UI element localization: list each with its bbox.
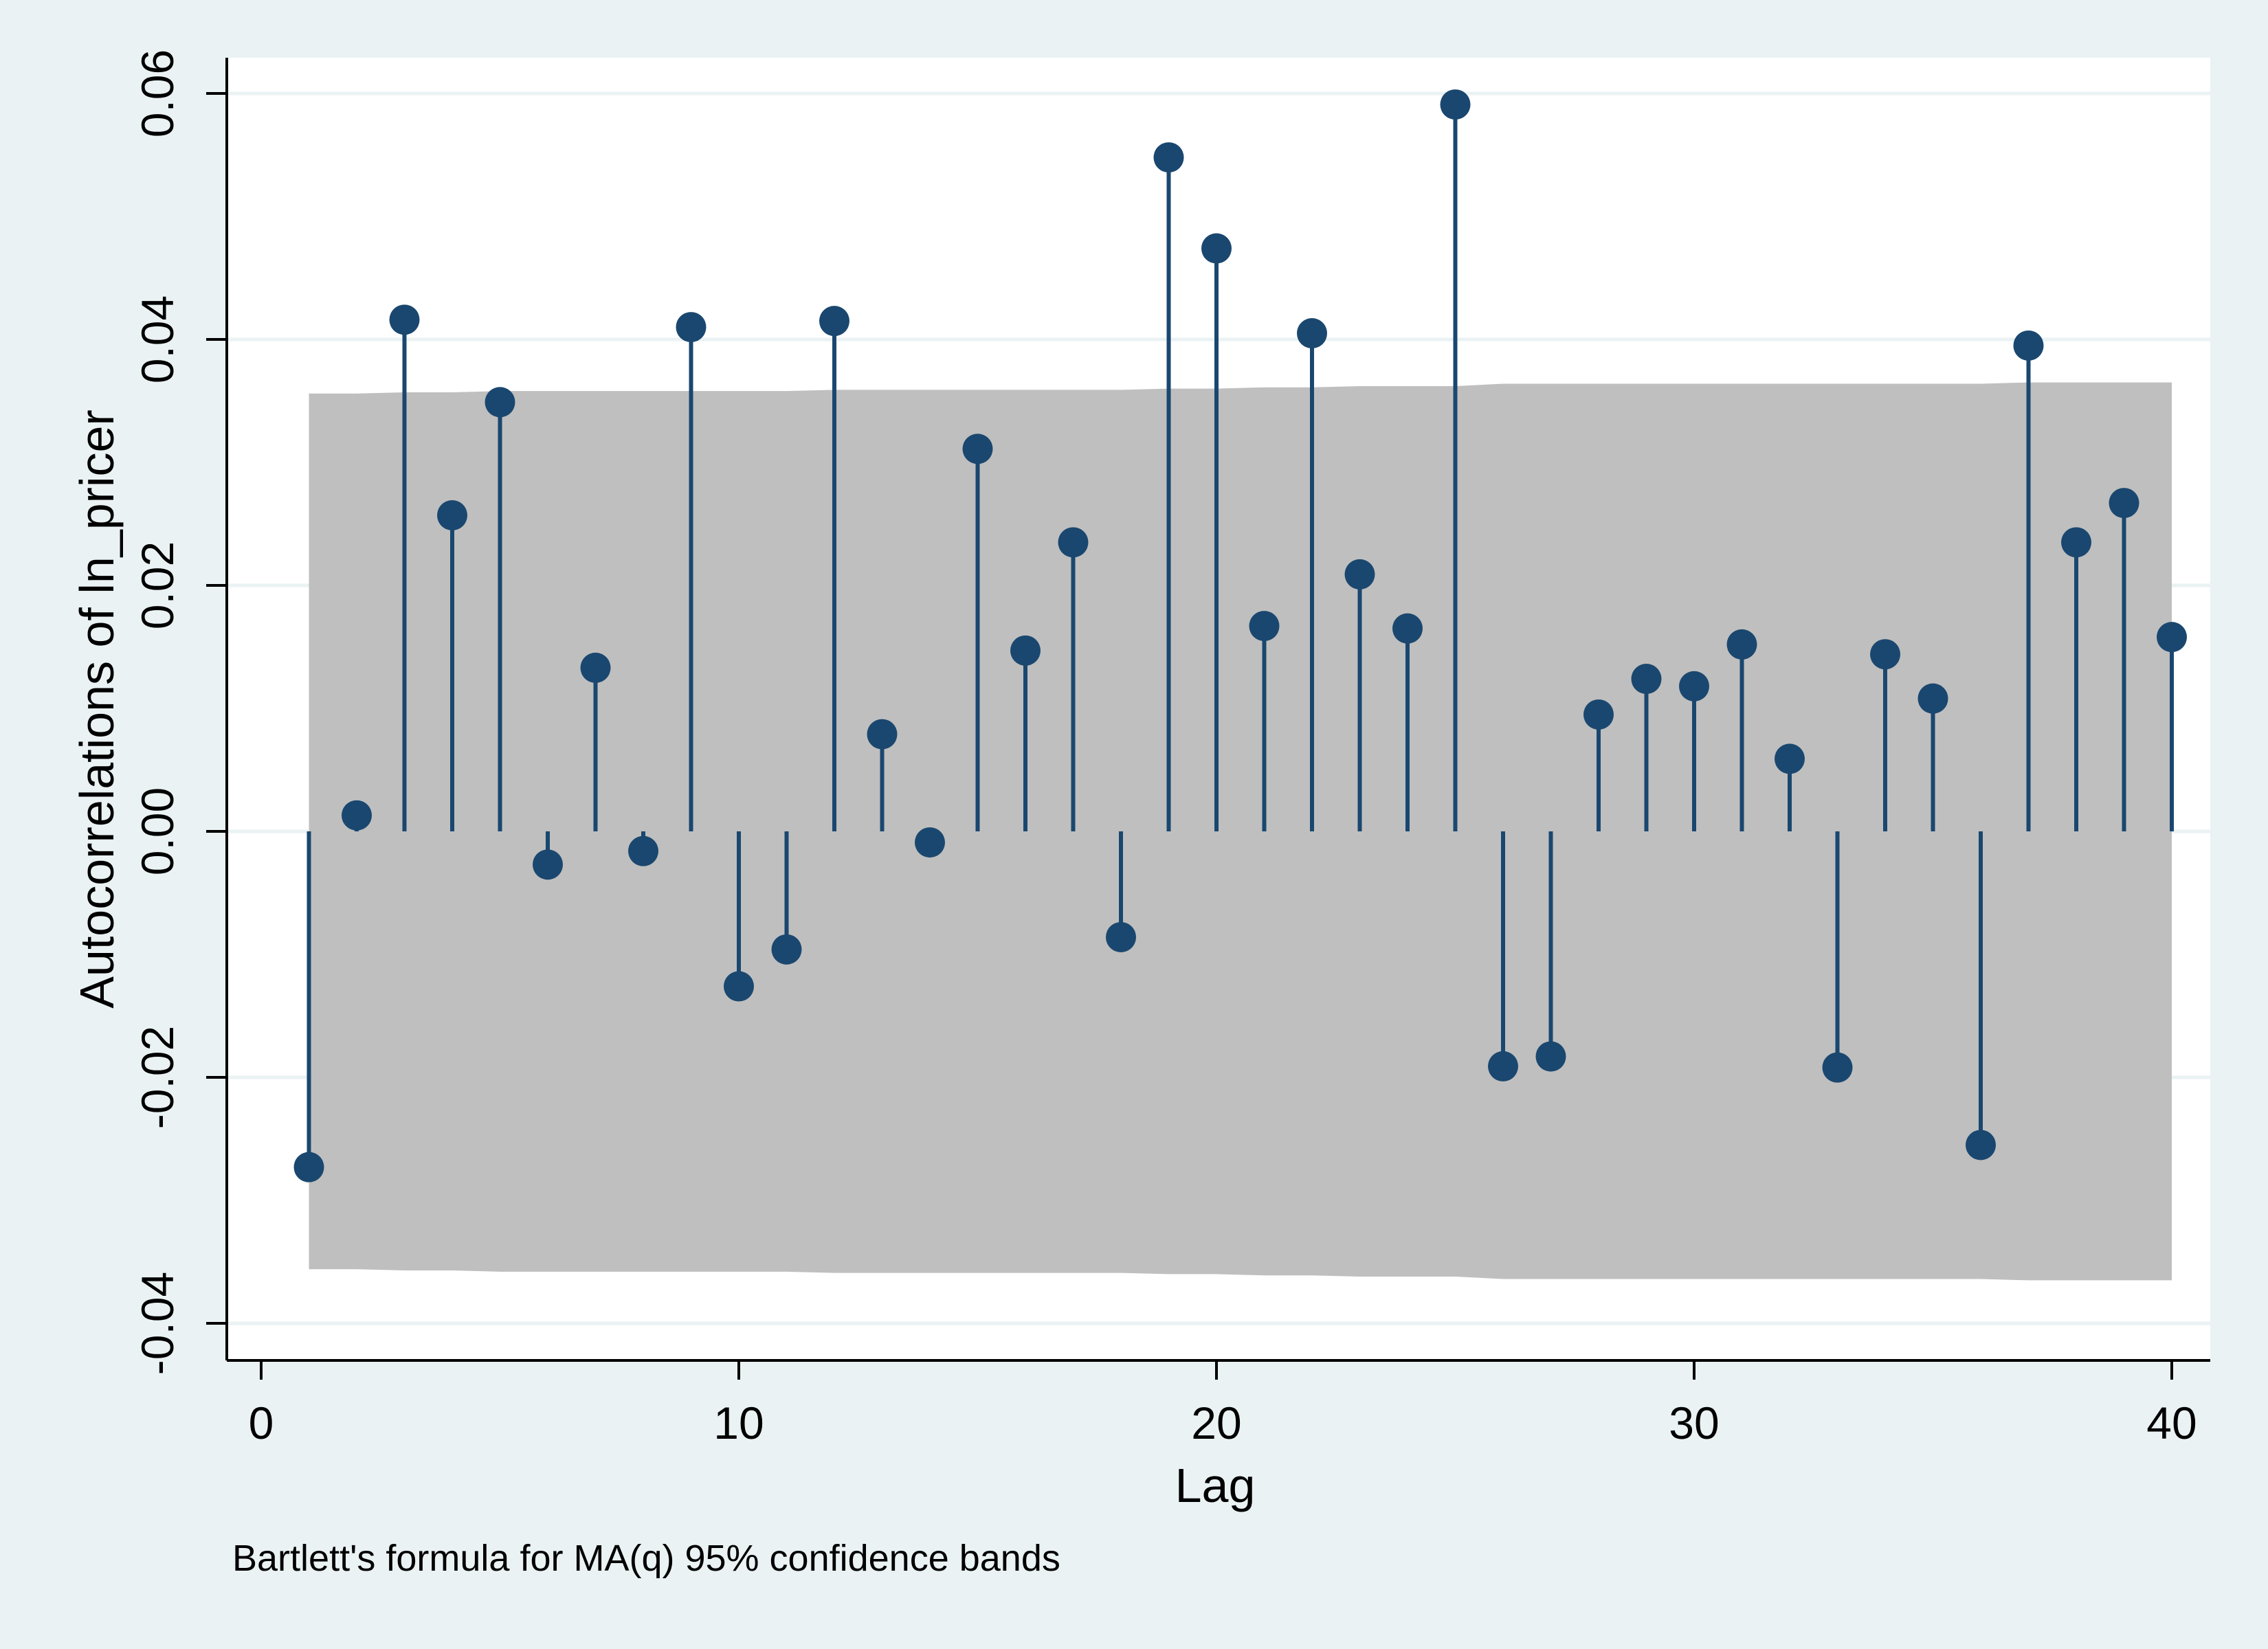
data-point	[1775, 743, 1805, 774]
data-point	[2013, 330, 2044, 361]
x-tick-label: 10	[713, 1398, 764, 1448]
data-point	[1344, 559, 1375, 590]
y-tick-label: 0.00	[132, 787, 183, 875]
data-point	[1631, 664, 1662, 695]
y-axis-title: Autocorrelations of ln_pricer	[70, 410, 124, 1009]
data-point	[1488, 1051, 1518, 1081]
data-point	[1583, 699, 1614, 730]
data-point	[1297, 318, 1327, 349]
confidence-band	[309, 382, 2172, 1281]
y-ticks: -0.04 -0.02 0.00 0.02 0.04 0.06	[132, 49, 227, 1375]
x-tick-label: 40	[2146, 1398, 2197, 1448]
x-tick-label: 20	[1191, 1398, 1241, 1448]
data-point	[1201, 233, 1232, 264]
data-point	[1535, 1041, 1566, 1072]
data-point	[1726, 629, 1757, 660]
chart-note: Bartlett's formula for MA(q) 95% confide…	[232, 1538, 1060, 1579]
stems	[307, 104, 2174, 1167]
y-tick-label: -0.02	[132, 1026, 183, 1129]
data-point	[867, 719, 898, 750]
data-point	[1153, 142, 1184, 173]
y-tick-label: 0.06	[132, 49, 183, 137]
data-point	[1392, 613, 1423, 644]
x-tick-label: 0	[249, 1398, 274, 1448]
data-point	[676, 312, 707, 343]
data-point	[724, 971, 754, 1002]
data-point	[1917, 683, 1948, 714]
data-point	[389, 304, 420, 335]
data-point	[485, 387, 515, 418]
data-point	[1106, 921, 1136, 952]
markers	[293, 89, 2187, 1182]
data-point	[1010, 635, 1041, 666]
data-point	[1679, 671, 1709, 702]
x-tick-label: 30	[1669, 1398, 1719, 1448]
data-point	[1822, 1052, 1853, 1083]
data-point	[628, 835, 658, 866]
data-point	[2061, 527, 2091, 558]
data-point	[2157, 622, 2187, 653]
data-point	[1966, 1130, 1996, 1160]
data-point	[1058, 527, 1089, 558]
y-tick-label: -0.04	[132, 1272, 183, 1375]
data-point	[293, 1152, 324, 1182]
data-point	[533, 849, 563, 880]
x-axis-title: Lag	[1175, 1459, 1256, 1512]
data-point	[2109, 488, 2139, 519]
data-point	[1440, 89, 1471, 120]
data-point	[915, 827, 945, 858]
data-point	[962, 434, 993, 464]
data-point	[771, 934, 802, 965]
data-point	[342, 800, 372, 831]
data-point	[437, 500, 467, 530]
data-point	[819, 306, 849, 337]
data-point	[1249, 611, 1280, 642]
y-tick-label: 0.04	[132, 295, 183, 383]
x-ticks: 0 10 20 30 40	[249, 1360, 2197, 1448]
y-tick-label: 0.02	[132, 541, 183, 629]
data-point	[580, 652, 611, 683]
data-point	[1870, 639, 1900, 670]
